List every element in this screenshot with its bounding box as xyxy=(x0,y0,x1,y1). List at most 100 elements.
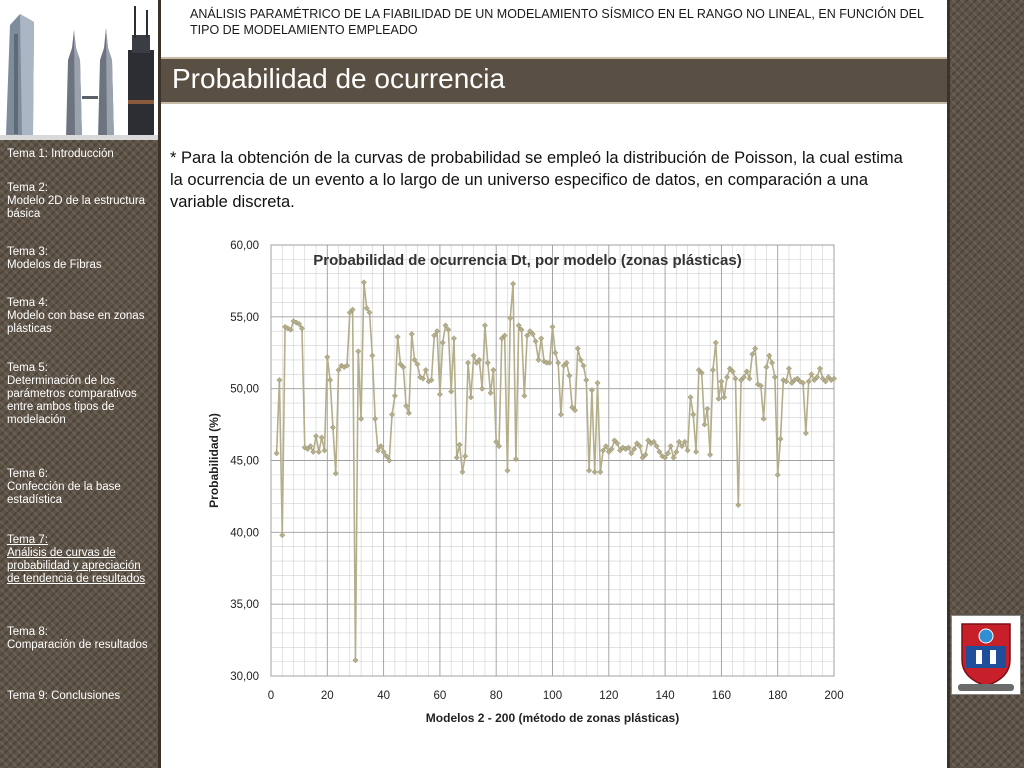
data-point xyxy=(724,374,730,381)
data-point xyxy=(391,392,398,399)
data-point xyxy=(721,394,728,401)
data-point xyxy=(496,443,502,450)
data-point xyxy=(715,395,722,402)
nav-item-tema-5[interactable]: Tema 5: Determinación de los parámetros … xyxy=(7,362,137,426)
data-point xyxy=(512,456,519,463)
data-point xyxy=(825,374,832,381)
x-tick-label: 80 xyxy=(490,690,503,702)
data-point xyxy=(631,446,638,452)
data-point xyxy=(650,438,657,445)
data-point xyxy=(718,378,725,385)
data-point xyxy=(771,374,778,381)
data-point xyxy=(656,448,663,455)
skyline-image xyxy=(0,0,158,140)
data-point xyxy=(757,382,764,389)
data-point xyxy=(358,415,365,422)
data-point xyxy=(436,391,443,398)
x-tick-label: 160 xyxy=(712,690,731,702)
data-point xyxy=(327,377,334,384)
data-point xyxy=(524,332,531,339)
data-point xyxy=(422,367,429,373)
data-point xyxy=(611,437,618,444)
data-point xyxy=(608,446,615,452)
data-point xyxy=(538,335,545,342)
data-point xyxy=(313,433,320,440)
x-tick-label: 120 xyxy=(599,690,618,702)
data-point xyxy=(662,454,669,461)
data-point xyxy=(310,448,317,455)
data-point xyxy=(625,444,632,451)
left-sidebar: Tema 1: Introducción Tema 2: Modelo 2D d… xyxy=(0,0,161,768)
x-tick-label: 20 xyxy=(321,690,334,702)
data-point xyxy=(667,443,674,450)
data-point xyxy=(501,332,508,339)
x-tick-label: 40 xyxy=(377,690,390,702)
data-point xyxy=(785,365,792,372)
nav-item-tema-7[interactable]: Tema 7: Análisis de curvas de probabilid… xyxy=(7,534,146,585)
nav-item-tema-6[interactable]: Tema 6: Confección de la base estadístic… xyxy=(7,468,121,506)
data-point xyxy=(583,377,590,384)
data-point xyxy=(597,469,604,475)
institution-logo xyxy=(951,615,1021,695)
data-point xyxy=(800,379,807,386)
data-point xyxy=(287,326,294,333)
nav-item-tema-2[interactable]: Tema 2: Modelo 2D de la estructura básic… xyxy=(7,182,146,220)
data-point xyxy=(676,438,683,445)
data-point xyxy=(586,467,593,474)
y-tick-label: 40,00 xyxy=(230,527,259,539)
probability-chart: 0 20 40 60 80 100 120 140 160 180 200 30,00 35,00 40,… xyxy=(207,240,844,725)
x-tick-label: 0 xyxy=(268,690,274,702)
data-point xyxy=(673,448,680,455)
data-point xyxy=(738,377,745,384)
data-point xyxy=(510,280,517,287)
data-point xyxy=(346,309,353,316)
data-point xyxy=(467,394,474,401)
data-point xyxy=(670,454,677,461)
data-point xyxy=(324,354,331,361)
data-point xyxy=(453,454,460,461)
data-point xyxy=(386,457,393,464)
data-point xyxy=(307,443,314,450)
data-point xyxy=(532,338,539,345)
data-point xyxy=(375,447,381,454)
data-point xyxy=(473,359,480,366)
data-point xyxy=(802,430,809,437)
data-point xyxy=(831,375,837,382)
nav-item-tema-4[interactable]: Tema 4: Modelo con base en zonas plástic… xyxy=(7,297,145,335)
data-point xyxy=(805,378,812,385)
nav-item-tema-8[interactable]: Tema 8: Comparación de resultados xyxy=(7,626,148,651)
y-tick-label: 60,00 xyxy=(230,240,259,252)
data-point xyxy=(588,387,595,394)
data-point xyxy=(414,361,421,368)
data-point xyxy=(555,359,562,366)
data-point xyxy=(729,368,736,375)
data-point xyxy=(515,322,522,329)
data-point xyxy=(681,438,688,445)
data-point xyxy=(695,367,702,373)
data-point xyxy=(563,359,570,366)
data-point xyxy=(639,454,646,461)
data-point xyxy=(465,359,472,366)
data-point xyxy=(481,322,488,329)
data-point xyxy=(352,657,359,664)
data-point xyxy=(535,356,542,363)
data-point xyxy=(560,362,567,369)
nav-item-tema-3[interactable]: Tema 3: Modelos de Fibras xyxy=(7,246,102,271)
data-point xyxy=(344,362,350,369)
data-point xyxy=(366,309,373,316)
data-point xyxy=(653,443,660,450)
data-point xyxy=(642,451,649,458)
data-point xyxy=(380,448,387,455)
data-point xyxy=(569,404,576,411)
y-tick-label: 45,00 xyxy=(230,456,259,468)
data-point xyxy=(816,365,823,372)
data-point xyxy=(518,326,525,333)
data-point xyxy=(664,450,671,457)
nav-item-tema-9[interactable]: Tema 9: Conclusiones xyxy=(7,690,121,702)
data-point xyxy=(487,390,494,396)
data-point xyxy=(529,331,536,338)
data-point xyxy=(372,415,379,422)
nav-item-tema-1[interactable]: Tema 1: Introducción xyxy=(7,148,114,160)
data-point xyxy=(605,448,612,455)
data-point xyxy=(600,447,607,454)
